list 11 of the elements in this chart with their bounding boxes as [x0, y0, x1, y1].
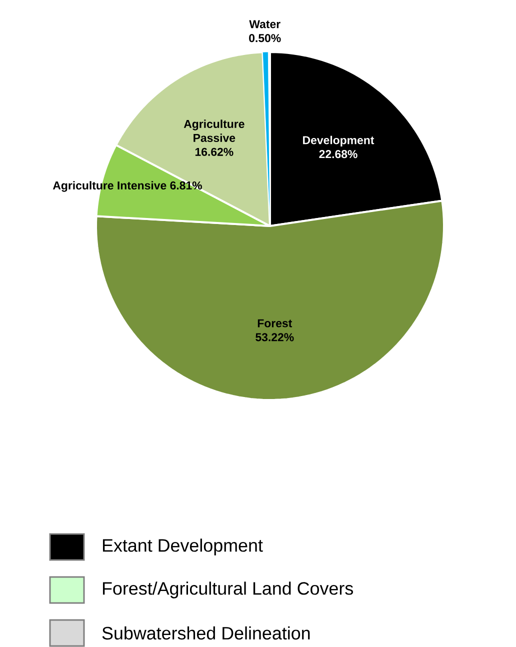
slice-label: Water [249, 20, 280, 28]
data-label: 0.50% [249, 34, 281, 42]
text: Extant Development [102, 538, 263, 556]
text: Subwatershed Delineation [102, 626, 310, 640]
slice-label: Agriculture Passive [184, 120, 244, 142]
data-label: 53.22% [256, 333, 294, 342]
text: Forest/Agricultural Land Covers [102, 582, 353, 598]
data-label: 16.62% [195, 148, 234, 156]
slice-label: Development [303, 136, 374, 146]
slice-label: Forest [258, 319, 292, 328]
data-label: 22.68% [319, 150, 358, 158]
